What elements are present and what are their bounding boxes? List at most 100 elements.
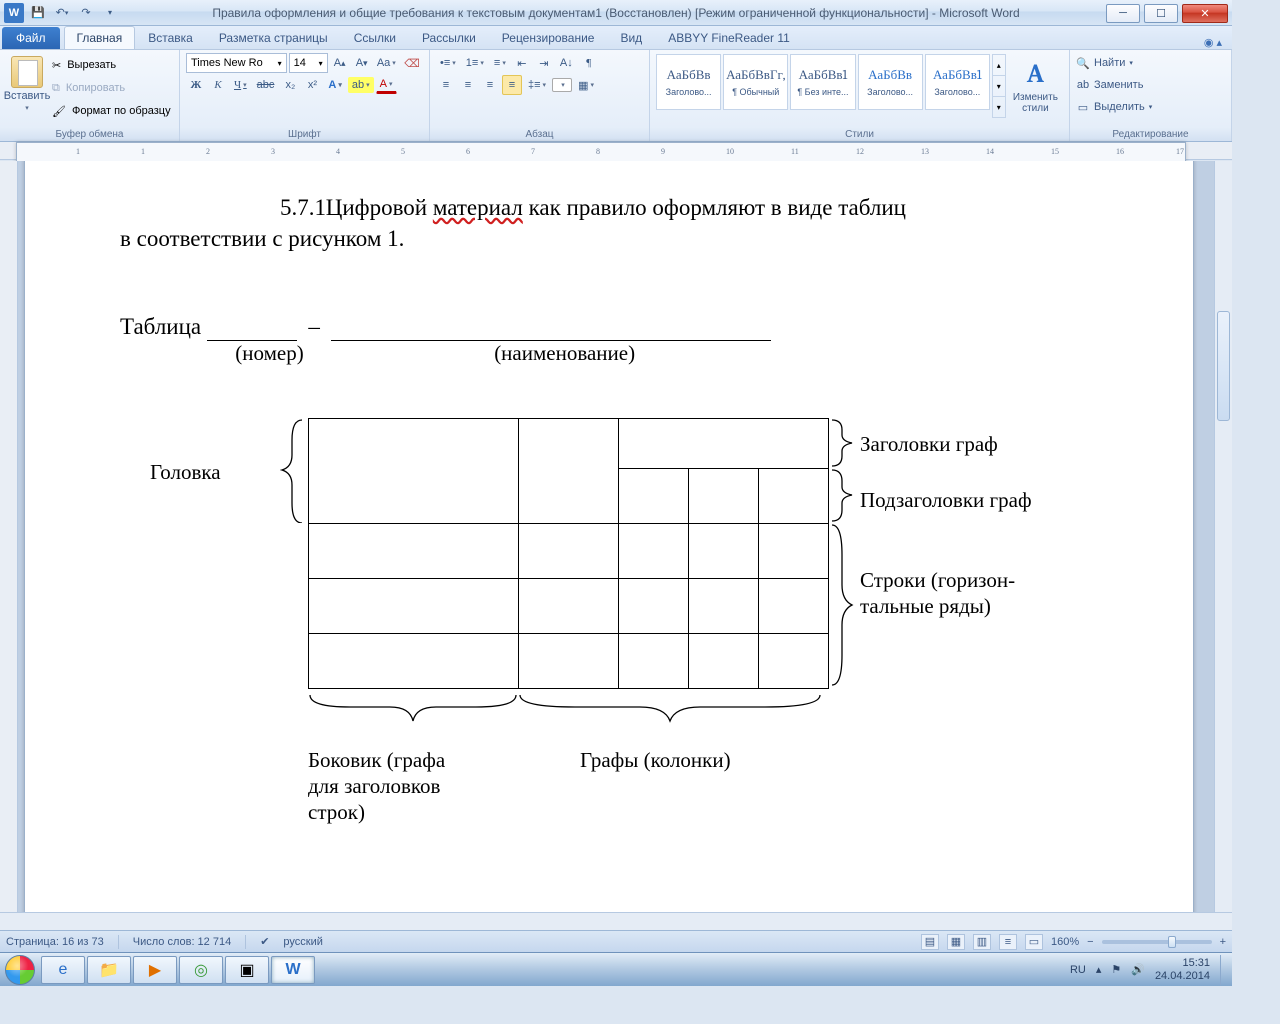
styles-scroll-down[interactable]: ▾ — [993, 75, 1005, 96]
superscript-button[interactable]: x² — [302, 75, 322, 95]
grow-font-button[interactable]: A▴ — [330, 53, 350, 73]
clear-format-button[interactable]: ⌫ — [401, 53, 423, 73]
change-styles-button[interactable]: A Изменить стили — [1008, 54, 1063, 118]
horizontal-ruler[interactable]: 112 345 678 91011 121314 151617 — [0, 142, 1232, 160]
text-effects-button[interactable]: A▾ — [324, 75, 345, 95]
view-draft[interactable]: ▭ — [1025, 934, 1043, 950]
align-left-button[interactable]: ≡ — [436, 75, 456, 95]
indent-inc-button[interactable]: ⇥ — [534, 53, 554, 73]
view-print-layout[interactable]: ▤ — [921, 934, 939, 950]
view-outline[interactable]: ≡ — [999, 934, 1017, 950]
window-controls: ─ ☐ ✕ — [1106, 3, 1232, 23]
taskbar-word[interactable]: W — [271, 956, 315, 984]
cut-button[interactable]: ✂ Вырезать — [52, 54, 171, 76]
taskbar-media[interactable]: ▶ — [133, 956, 177, 984]
tab-mailings[interactable]: Рассылки — [409, 26, 489, 49]
bullets-button[interactable]: •≡▾ — [436, 53, 460, 73]
paste-button[interactable]: Вставить ▾ — [6, 52, 48, 122]
taskbar-app1[interactable]: ◎ — [179, 956, 223, 984]
view-fullscreen[interactable]: ▦ — [947, 934, 965, 950]
styles-scroll-up[interactable]: ▴ — [993, 55, 1005, 75]
line-spacing-button[interactable]: ‡≡▾ — [524, 75, 550, 95]
status-words[interactable]: Число слов: 12 714 — [133, 936, 231, 948]
find-button[interactable]: 🔍Найти ▾ — [1076, 52, 1225, 74]
borders-button[interactable]: ▦▾ — [574, 75, 598, 95]
svg-text:7: 7 — [531, 147, 535, 156]
tray-lang[interactable]: RU — [1070, 964, 1086, 976]
styles-more[interactable]: ▾ — [993, 96, 1005, 117]
vertical-ruler[interactable] — [0, 161, 18, 912]
multilevel-button[interactable]: ≡▾ — [490, 53, 510, 73]
horizontal-scrollbar[interactable] — [0, 912, 1232, 930]
zoom-out[interactable]: − — [1087, 936, 1093, 948]
taskbar-ie[interactable]: e — [41, 956, 85, 984]
shading-button[interactable]: ▾ — [552, 78, 572, 92]
bold-button[interactable]: Ж — [186, 75, 206, 95]
start-button[interactable] — [0, 953, 40, 987]
sort-button[interactable]: A↓ — [556, 53, 577, 73]
italic-button[interactable]: К — [208, 75, 228, 95]
tab-references[interactable]: Ссылки — [341, 26, 409, 49]
label-grafy: Графы (колонки) — [580, 748, 731, 773]
show-marks-button[interactable]: ¶ — [579, 53, 599, 73]
highlight-button[interactable]: ab▾ — [348, 77, 374, 93]
show-desktop[interactable] — [1220, 955, 1228, 985]
tray-up-icon[interactable]: ▴ — [1096, 963, 1102, 976]
tab-insert[interactable]: Вставка — [135, 26, 206, 49]
font-size-combo[interactable]: 14▾ — [289, 53, 328, 73]
minimize-button[interactable]: ─ — [1106, 4, 1140, 23]
select-button[interactable]: ▭Выделить ▾ — [1076, 96, 1225, 118]
vertical-scrollbar[interactable] — [1214, 161, 1232, 912]
tab-review[interactable]: Рецензирование — [489, 26, 608, 49]
save-icon[interactable]: 💾 — [28, 3, 48, 23]
numbering-button[interactable]: 1≡▾ — [462, 53, 488, 73]
subscript-button[interactable]: x₂ — [280, 75, 300, 95]
close-button[interactable]: ✕ — [1182, 4, 1228, 23]
tray-clock[interactable]: 15:31 24.04.2014 — [1155, 957, 1210, 981]
styles-gallery[interactable]: АаБбВвЗаголово... АаБбВвГг,¶ Обычный АаБ… — [656, 52, 1063, 120]
style-item[interactable]: АаБбВв1Заголово... — [925, 54, 990, 110]
justify-button[interactable]: ≡ — [502, 75, 522, 95]
tab-layout[interactable]: Разметка страницы — [206, 26, 341, 49]
taskbar-explorer[interactable]: 📁 — [87, 956, 131, 984]
format-painter-button[interactable]: 🖌 Формат по образцу — [52, 100, 171, 122]
align-center-button[interactable]: ≡ — [458, 75, 478, 95]
change-case-button[interactable]: Aa▾ — [374, 53, 399, 73]
font-name-combo[interactable]: Times New Ro▾ — [186, 53, 287, 73]
status-spellcheck-icon[interactable]: ✔ — [260, 935, 269, 948]
tray-flag-icon[interactable]: ⚑ — [1111, 963, 1121, 976]
zoom-slider[interactable] — [1102, 940, 1212, 944]
zoom-level[interactable]: 160% — [1051, 936, 1079, 948]
page[interactable]: 5.7.1 Цифровой материал как правило офор… — [24, 161, 1194, 912]
scroll-thumb[interactable] — [1217, 311, 1230, 421]
tab-home[interactable]: Главная — [64, 26, 136, 49]
taskbar-app2[interactable]: ▣ — [225, 956, 269, 984]
replace-button[interactable]: abЗаменить — [1076, 74, 1225, 96]
help-icon[interactable]: ◉ ▴ — [1194, 36, 1232, 49]
style-item[interactable]: АаБбВвЗаголово... — [656, 54, 721, 110]
svg-text:10: 10 — [726, 147, 734, 156]
shrink-font-button[interactable]: A▾ — [352, 53, 372, 73]
style-item[interactable]: АаБбВвГг,¶ Обычный — [723, 54, 788, 110]
tab-view[interactable]: Вид — [607, 26, 655, 49]
qat-more-icon[interactable]: ▾ — [100, 3, 120, 23]
status-page[interactable]: Страница: 16 из 73 — [6, 936, 104, 948]
strike-button[interactable]: abc — [253, 75, 279, 95]
copy-button[interactable]: ⧉ Копировать — [52, 77, 171, 99]
tab-abbyy[interactable]: ABBYY FineReader 11 — [655, 26, 803, 49]
tray-volume-icon[interactable]: 🔊 — [1131, 963, 1145, 976]
style-item[interactable]: АаБбВв1¶ Без инте... — [790, 54, 855, 110]
view-web[interactable]: ▥ — [973, 934, 991, 950]
word-icon[interactable]: W — [4, 3, 24, 23]
style-item[interactable]: АаБбВвЗаголово... — [858, 54, 923, 110]
align-right-button[interactable]: ≡ — [480, 75, 500, 95]
indent-dec-button[interactable]: ⇤ — [512, 53, 532, 73]
font-color-button[interactable]: A▾ — [376, 77, 397, 94]
tab-file[interactable]: Файл — [2, 27, 60, 49]
redo-icon[interactable]: ↷ — [76, 3, 96, 23]
undo-icon[interactable]: ↶▾ — [52, 3, 72, 23]
status-language[interactable]: русский — [283, 936, 322, 948]
maximize-button[interactable]: ☐ — [1144, 4, 1178, 23]
zoom-in[interactable]: + — [1220, 936, 1226, 948]
underline-button[interactable]: Ч▾ — [230, 75, 251, 95]
